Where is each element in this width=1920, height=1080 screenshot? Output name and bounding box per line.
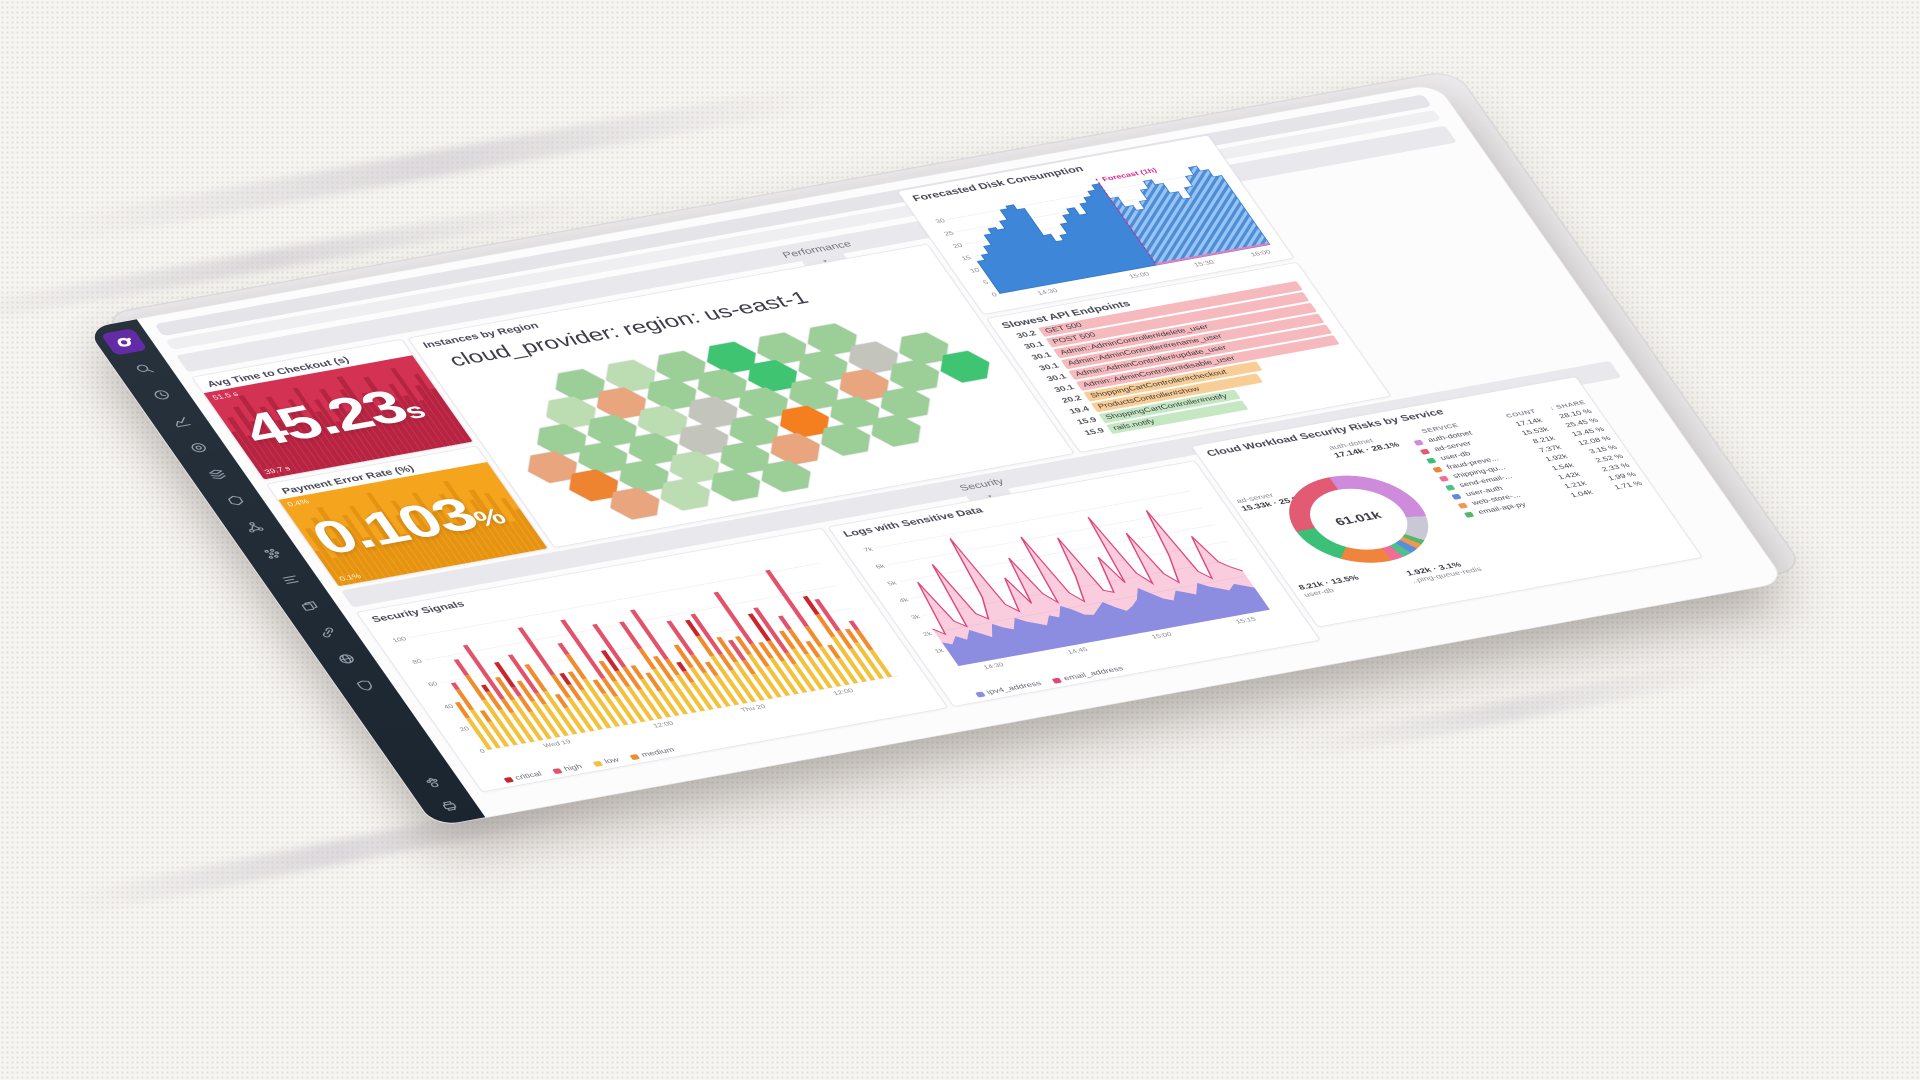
svg-text:6k: 6k <box>875 564 887 571</box>
service-swatch <box>1432 466 1443 473</box>
legend-swatch <box>552 767 563 774</box>
svg-text:5k: 5k <box>886 580 898 587</box>
service-swatch <box>1444 484 1456 491</box>
service-swatch <box>1463 511 1475 518</box>
dashboard-content: Performance ▾ Security ▾ Avg Time to Che… <box>137 84 1785 817</box>
svg-text:80: 80 <box>412 659 424 666</box>
logs-chart[interactable]: 1k 2k 3k 4k 5k 6k 7k 14:30 14:45 15:00 15:15 <box>844 476 1304 691</box>
dashboard-panel: Performance ▾ Security ▾ Avg Time to Che… <box>85 83 1787 828</box>
svg-text:10: 10 <box>969 268 981 275</box>
svg-text:12:00: 12:00 <box>652 721 675 730</box>
svg-text:20: 20 <box>952 243 964 250</box>
svg-text:60: 60 <box>427 681 439 688</box>
apps-icon[interactable] <box>298 600 320 613</box>
paw-icon[interactable] <box>421 776 443 789</box>
svg-text:14:30: 14:30 <box>983 662 1006 671</box>
app-sidebar <box>86 319 486 827</box>
disk-chart-svg: Forecast (1h) 05101520253014:3015:0015:3… <box>935 165 1273 298</box>
svg-text:20: 20 <box>459 726 471 733</box>
security-signals-chart[interactable]: 0 20 40 60 80 100 Wed 19 12:00 Thu 20 12:00 <box>373 544 932 777</box>
svg-text:15:30: 15:30 <box>1193 260 1216 269</box>
svg-text:100: 100 <box>392 636 408 643</box>
service-swatch <box>1425 457 1437 464</box>
widget-forecasted-disk-consumption[interactable]: Forecasted Disk Consumption Forecast (1h… <box>896 134 1295 315</box>
svg-text:Wed 19: Wed 19 <box>543 739 573 749</box>
svg-text:7k: 7k <box>863 547 875 554</box>
sidebar-nav <box>114 359 393 695</box>
service-swatch <box>1438 475 1450 482</box>
legend-label: high <box>562 763 585 773</box>
donut-total: 61.01k <box>1294 481 1424 557</box>
svg-text:25: 25 <box>943 231 955 238</box>
disk-forecast-chart[interactable]: Forecast (1h) 0 5 10 15 20 25 30 14:30 15:00 15:3… <box>914 151 1287 311</box>
donut-callout-shipping-queue-redis: 1.92k · 3.1% ..ping-queue-redis <box>1404 560 1484 585</box>
svg-text:15:00: 15:00 <box>1128 271 1151 280</box>
legend-label: medium <box>639 746 677 759</box>
stack-icon[interactable] <box>206 468 228 481</box>
globe-icon[interactable] <box>335 652 357 665</box>
legend-swatch <box>974 691 986 698</box>
svg-text:30: 30 <box>935 218 947 225</box>
svg-text:16:00: 16:00 <box>1250 249 1273 258</box>
service-swatch <box>1413 439 1424 446</box>
legend-swatch <box>629 753 641 760</box>
svg-text:Thu 20: Thu 20 <box>740 704 767 713</box>
legend-item-critical[interactable]: critical <box>503 770 544 783</box>
datadog-logo[interactable] <box>100 328 148 356</box>
svg-text:15: 15 <box>961 255 973 262</box>
printer-icon[interactable] <box>438 799 460 812</box>
legend-label: low <box>602 756 621 766</box>
svg-text:14:45: 14:45 <box>1067 647 1090 656</box>
svg-text:1k: 1k <box>934 648 946 655</box>
svg-text:5: 5 <box>982 280 990 286</box>
legend-swatch <box>503 776 514 783</box>
logs-chart-svg: 1k 2k 3k 4k 5k 6k 7k 14:30 14:45 15:00 15:15 <box>863 490 1270 671</box>
svg-text:3k: 3k <box>910 614 922 621</box>
svg-text:0: 0 <box>991 292 999 298</box>
endpoint-value: 15.9 <box>1082 426 1107 438</box>
svg-text:12:00: 12:00 <box>832 688 855 697</box>
svg-text:2k: 2k <box>922 631 934 638</box>
chart-icon[interactable] <box>169 415 191 428</box>
legend-label: critical <box>513 770 544 782</box>
svg-text:0: 0 <box>479 749 487 755</box>
service-swatch <box>1419 448 1431 455</box>
target-icon[interactable] <box>187 441 209 454</box>
donut-callout-auth-dotnet: auth-dotnet 17.14k · 28.1% <box>1327 437 1402 460</box>
bg-streak <box>1282 656 1738 766</box>
donut-callout-user-db: 8.21k · 13.5% user-db <box>1296 573 1361 599</box>
shield-icon[interactable] <box>353 679 375 692</box>
widget-security-signals[interactable]: Security Signals 0 20 40 60 80 100 Wed 19 12:00… <box>355 527 949 793</box>
signals-chart-svg: 0 20 40 60 80 100 Wed 19 12:00 Thu 20 12:00 <box>392 562 899 755</box>
svg-text:4k: 4k <box>898 597 910 604</box>
dashboard-scene: Performance ▾ Security ▾ Avg Time to Che… <box>85 69 1806 828</box>
legend-item-low[interactable]: low <box>592 756 621 767</box>
widget-logs-sensitive-data[interactable]: Logs with Sensitive Data 1k 2k 3k 4k 5k 6k 7k 1… <box>827 460 1321 707</box>
clock-icon[interactable] <box>150 388 172 401</box>
legend-swatch <box>592 760 604 767</box>
risk-donut-chart[interactable]: 61.01k <box>1266 465 1452 573</box>
link-icon[interactable] <box>316 626 338 639</box>
dots-icon[interactable] <box>261 547 283 560</box>
legend-swatch <box>1051 677 1063 684</box>
svg-text:40: 40 <box>443 704 455 711</box>
legend-item-high[interactable]: high <box>552 763 584 775</box>
svg-text:15:15: 15:15 <box>1235 617 1258 626</box>
svg-text:14:30: 14:30 <box>1036 288 1059 297</box>
search-icon[interactable] <box>132 362 154 375</box>
network-icon[interactable] <box>242 520 264 533</box>
service-swatch <box>1457 502 1468 509</box>
svg-text:15:00: 15:00 <box>1151 632 1174 641</box>
service-swatch <box>1451 493 1462 500</box>
hexagon-icon[interactable] <box>224 494 246 507</box>
list-icon[interactable] <box>279 573 301 586</box>
